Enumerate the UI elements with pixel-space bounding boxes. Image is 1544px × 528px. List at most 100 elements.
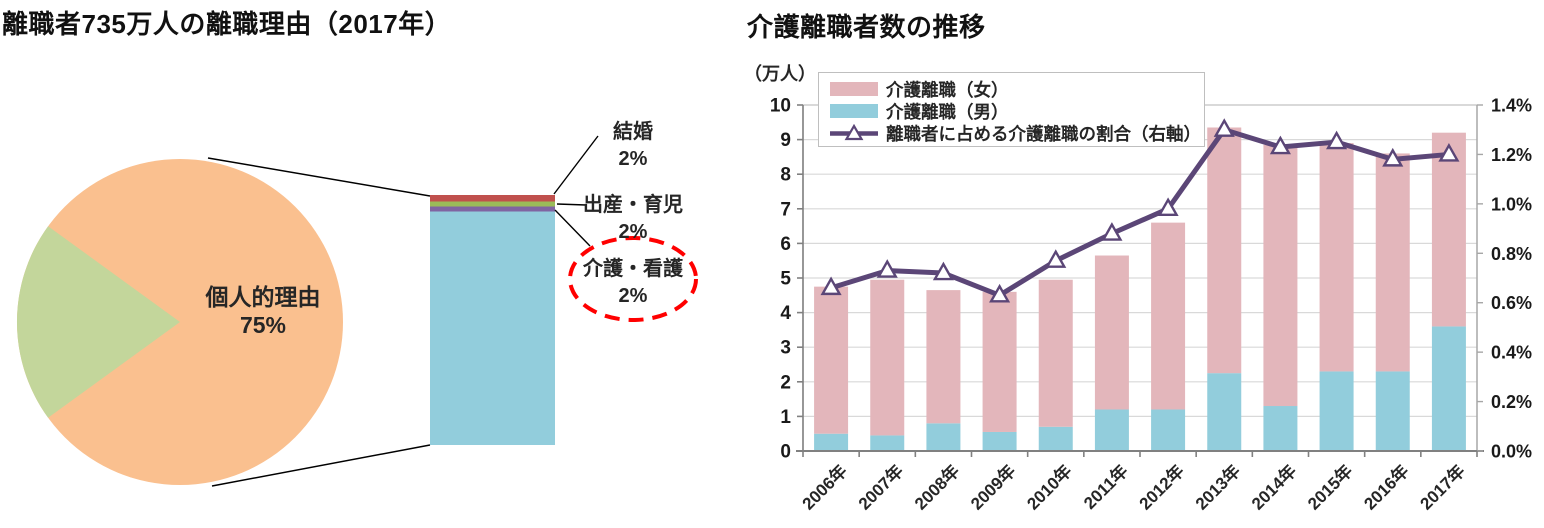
bar-female-2016年 bbox=[1375, 153, 1410, 372]
bar-female-2006年 bbox=[814, 286, 849, 434]
callout-childbirth-value: 2% bbox=[618, 221, 648, 243]
left-axis-unit-label: （万人） bbox=[744, 64, 816, 84]
left-tick-label: 3 bbox=[780, 338, 791, 359]
left-tick-label: 8 bbox=[780, 165, 791, 186]
bar-male-2010年 bbox=[1038, 426, 1073, 451]
x-label-2010年: 2010年 bbox=[1023, 461, 1076, 514]
bar-female-2011年 bbox=[1094, 255, 1129, 410]
bar-segment-marriage bbox=[430, 195, 555, 202]
legend-row-male: 介護離職（男） bbox=[830, 100, 1194, 122]
callout-marriage-value: 2% bbox=[618, 148, 648, 170]
bar-male-2015年 bbox=[1319, 371, 1354, 451]
pie-chart-graphic bbox=[16, 135, 698, 487]
callout-childbirth: 出産・育児 2% bbox=[553, 192, 713, 246]
legend-row-female: 介護離職（女） bbox=[830, 78, 1194, 100]
x-label-2007年: 2007年 bbox=[854, 461, 907, 514]
x-label-2017年: 2017年 bbox=[1416, 461, 1469, 514]
x-label-2011年: 2011年 bbox=[1079, 461, 1131, 513]
ratio-marker-2014年 bbox=[1269, 135, 1291, 155]
ratio-marker-2016年 bbox=[1382, 147, 1404, 167]
legend-line-marker-icon bbox=[830, 124, 878, 141]
bar-male-2006年 bbox=[814, 433, 849, 451]
leader-line-marriage bbox=[553, 135, 599, 195]
callout-caregiving-value: 2% bbox=[618, 285, 648, 307]
legend-swatch-male bbox=[830, 104, 878, 118]
bar-male-2012年 bbox=[1151, 409, 1186, 451]
ratio-marker-2007年 bbox=[876, 259, 898, 278]
bar-male-2011年 bbox=[1094, 409, 1129, 451]
left-tick-label: 6 bbox=[780, 234, 791, 255]
x-label-2016年: 2016年 bbox=[1360, 461, 1413, 514]
bar-male-2009年 bbox=[982, 431, 1017, 451]
right-tick-label: 0.4% bbox=[1491, 343, 1532, 363]
bar-female-2012年 bbox=[1151, 222, 1186, 410]
bar-segment-other-personal bbox=[430, 211, 555, 445]
bar-segment-caregiving bbox=[430, 206, 555, 212]
bar-female-2013年 bbox=[1207, 127, 1242, 374]
ratio-marker-2015年 bbox=[1326, 130, 1348, 150]
right-tick-label: 1.0% bbox=[1491, 194, 1532, 214]
bar-female-2010年 bbox=[1038, 279, 1073, 427]
ratio-marker-2012年 bbox=[1157, 197, 1179, 217]
x-label-2014年: 2014年 bbox=[1247, 461, 1300, 514]
ratio-marker-2011年 bbox=[1101, 222, 1123, 241]
ratio-marker-2008年 bbox=[932, 261, 954, 281]
bar-female-2015年 bbox=[1319, 143, 1354, 372]
left-tick-label: 0 bbox=[780, 442, 791, 463]
pie-main-label-text: 個人的理由 bbox=[205, 284, 321, 310]
left-tick-label: 10 bbox=[770, 96, 791, 117]
right-tick-label: 0.6% bbox=[1491, 293, 1532, 313]
callout-marriage-label: 結婚 bbox=[613, 121, 653, 143]
bar-male-2016年 bbox=[1375, 371, 1410, 451]
right-tick-label: 0.0% bbox=[1491, 442, 1532, 462]
callout-caregiving: 介護・看護 2% bbox=[553, 256, 713, 310]
bar-male-2014年 bbox=[1263, 406, 1298, 451]
bar-male-2008年 bbox=[926, 423, 961, 451]
right-tick-label: 1.2% bbox=[1491, 145, 1532, 165]
legend-swatch-female bbox=[830, 82, 878, 96]
callout-childbirth-label: 出産・育児 bbox=[583, 194, 683, 216]
left-tick-label: 2 bbox=[780, 372, 791, 393]
pie-slice-other bbox=[16, 226, 180, 418]
x-label-2012年: 2012年 bbox=[1135, 461, 1188, 514]
legend-label-ratio: 離職者に占める介護離職の割合（右軸） bbox=[886, 123, 1201, 144]
x-label-2006年: 2006年 bbox=[798, 461, 851, 514]
pie-main-label: 個人的理由 75% bbox=[178, 283, 348, 339]
leader-line-childbirth bbox=[556, 203, 587, 206]
ratio-marker-2017年 bbox=[1438, 142, 1460, 162]
bar-male-2007年 bbox=[870, 435, 905, 451]
legend-label-male: 介護離職（男） bbox=[886, 101, 1009, 122]
connector-line-top bbox=[207, 157, 431, 197]
right-tick-label: 0.2% bbox=[1491, 392, 1532, 412]
combo-chart-plot: 0 1 2 3 4 5 6 7 8 9 10 0.0% 0.2% 0.4% 0.6% 0.8% 1.0% 1.2%… bbox=[770, 96, 1532, 514]
x-label-2013年: 2013年 bbox=[1191, 461, 1244, 514]
leader-line-caregiving bbox=[554, 209, 591, 247]
bar-female-2014年 bbox=[1263, 144, 1298, 407]
bar-female-2017年 bbox=[1431, 132, 1466, 327]
callout-caregiving-label: 介護・看護 bbox=[583, 258, 683, 280]
bar-female-2009年 bbox=[982, 291, 1017, 432]
bar-female-2008年 bbox=[926, 290, 961, 424]
right-tick-label: 0.8% bbox=[1491, 244, 1532, 264]
right-tick-label: 1.4% bbox=[1491, 96, 1532, 116]
bar-segment-childbirth bbox=[430, 201, 555, 207]
x-label-2015年: 2015年 bbox=[1304, 461, 1357, 514]
legend-row-ratio: 離職者に占める介護離職の割合（右軸） bbox=[830, 122, 1201, 144]
ratio-line bbox=[830, 127, 1450, 298]
bar-male-2013年 bbox=[1207, 373, 1242, 451]
x-label-2009年: 2009年 bbox=[967, 461, 1020, 514]
right-chart-title: 介護離職者数の推移 bbox=[747, 12, 986, 42]
highlight-ellipse bbox=[568, 236, 698, 322]
callout-marriage: 結婚 2% bbox=[553, 119, 713, 173]
left-tick-label: 5 bbox=[780, 269, 791, 290]
legend-label-female: 介護離職（女） bbox=[886, 79, 1009, 100]
left-tick-label: 7 bbox=[780, 199, 791, 220]
pie-main-label-value: 75% bbox=[239, 312, 287, 338]
ratio-marker-2013年 bbox=[1213, 118, 1235, 137]
left-chart-title: 離職者735万人の離職理由（2017年） bbox=[2, 9, 452, 39]
left-tick-label: 4 bbox=[780, 303, 791, 324]
connector-line-bottom bbox=[211, 444, 431, 487]
bar-male-2017年 bbox=[1431, 326, 1466, 451]
left-tick-label: 9 bbox=[780, 130, 791, 151]
